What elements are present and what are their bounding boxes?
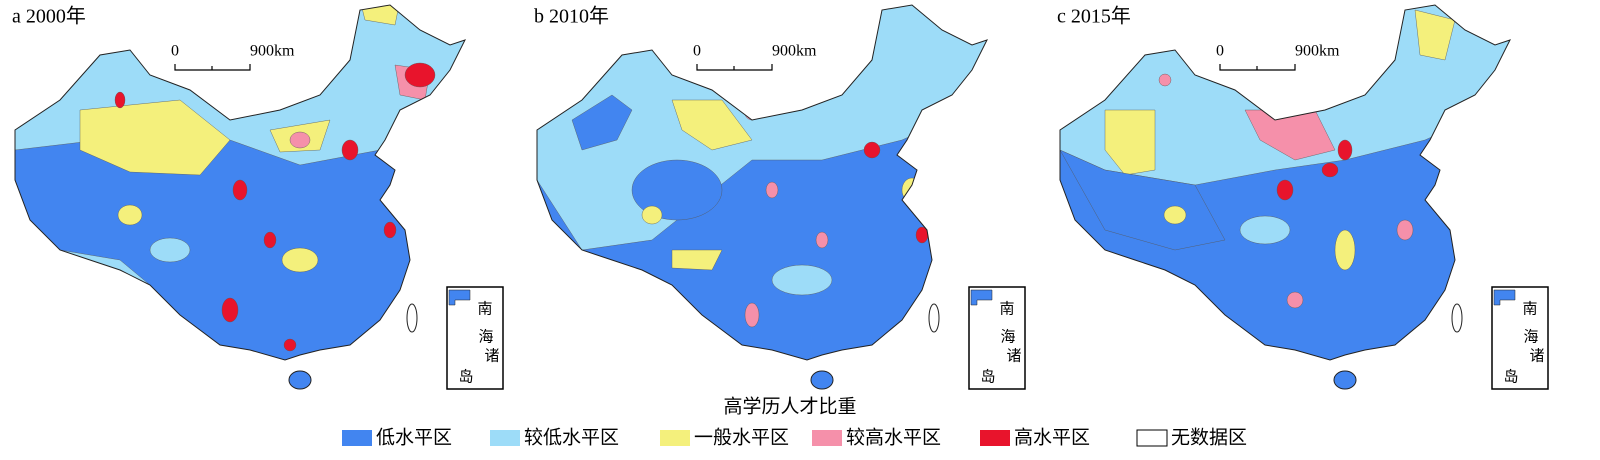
legend-swatch: [812, 430, 842, 446]
legend-label: 一般水平区: [694, 426, 789, 448]
legend-swatch: [342, 430, 372, 446]
region: [1239, 215, 1291, 245]
inset-label: 岛: [1503, 368, 1518, 385]
legend-swatch: [490, 430, 520, 446]
scale-start: 0: [693, 43, 701, 60]
island: [810, 370, 834, 390]
panel-label: c 2015年: [1057, 5, 1131, 28]
region: [79, 99, 231, 176]
inset-label: 南: [477, 300, 492, 317]
region: [1286, 291, 1304, 309]
island: [928, 303, 940, 333]
legend-swatch: [980, 430, 1010, 446]
panel-label: b 2010年: [534, 5, 609, 28]
region: [1321, 162, 1339, 178]
region: [571, 94, 633, 151]
region: [671, 249, 723, 271]
region: [1276, 179, 1294, 201]
island: [1451, 303, 1463, 333]
region: [771, 264, 833, 296]
legend-label: 高水平区: [1014, 426, 1090, 448]
legend-label: 较低水平区: [524, 426, 619, 448]
region: [743, 99, 761, 121]
region: [232, 179, 248, 201]
inset-frame: [968, 286, 1026, 390]
region: [1334, 229, 1356, 271]
region: [901, 177, 923, 203]
region: [1163, 205, 1187, 225]
scale-start: 0: [1216, 43, 1224, 60]
inset-label: 海: [1523, 328, 1538, 345]
inset-coast: [448, 289, 471, 306]
inset-coast: [970, 289, 993, 306]
region: [1396, 219, 1414, 241]
legend-label: 低水平区: [376, 426, 452, 448]
region: [1337, 139, 1353, 161]
island: [1333, 370, 1357, 390]
legend: 高学历人才比重 低水平区 较低水平区 一般水平区 较高水平区 高水平区 无数据区: [342, 395, 1247, 448]
inset-label: 岛: [458, 368, 473, 385]
region: [341, 139, 359, 161]
region: [383, 221, 397, 239]
panel-label: a 2000年: [12, 5, 86, 28]
scale-bar: [696, 64, 773, 71]
inset-label: 诸: [1006, 347, 1021, 364]
inset-label: 诸: [1529, 347, 1544, 364]
scale-end: 900km: [1295, 43, 1340, 60]
legend-swatch: [660, 430, 690, 446]
legend-label: 较高水平区: [846, 426, 941, 448]
region: [1158, 73, 1172, 87]
region: [671, 99, 753, 151]
inset-frame: [1491, 286, 1549, 390]
inset-label: 海: [478, 328, 493, 345]
legend-label: 无数据区: [1171, 426, 1247, 448]
region: [404, 62, 436, 88]
region: [281, 247, 319, 273]
region: [631, 159, 723, 221]
region: [765, 181, 779, 199]
island: [406, 303, 418, 333]
region: [641, 205, 663, 225]
region: [863, 141, 881, 159]
region: [815, 231, 829, 249]
scale-end: 900km: [772, 43, 817, 60]
region: [1414, 9, 1456, 61]
inset-label: 诸: [484, 347, 499, 364]
inset-coast: [1493, 289, 1516, 306]
scale-bar: [174, 64, 251, 71]
region: [283, 338, 297, 352]
region: [117, 204, 143, 226]
region: [841, 51, 863, 69]
inset-label: 海: [1000, 328, 1015, 345]
region: [221, 297, 239, 323]
region: [744, 302, 760, 328]
legend-title: 高学历人才比重: [723, 395, 856, 417]
inset-label: 南: [1522, 300, 1537, 317]
scale-end: 900km: [250, 43, 295, 60]
region: [149, 237, 191, 263]
island: [288, 370, 312, 390]
legend-swatch: [1136, 429, 1168, 447]
region: [114, 91, 126, 109]
inset-label: 岛: [980, 368, 995, 385]
region: [1060, 149, 1226, 251]
region: [1104, 109, 1156, 176]
region: [289, 131, 311, 149]
region: [263, 231, 277, 249]
inset-frame: [446, 286, 504, 390]
scale-start: 0: [171, 43, 179, 60]
scale-bar: [1219, 64, 1296, 71]
inset-label: 南: [999, 300, 1014, 317]
